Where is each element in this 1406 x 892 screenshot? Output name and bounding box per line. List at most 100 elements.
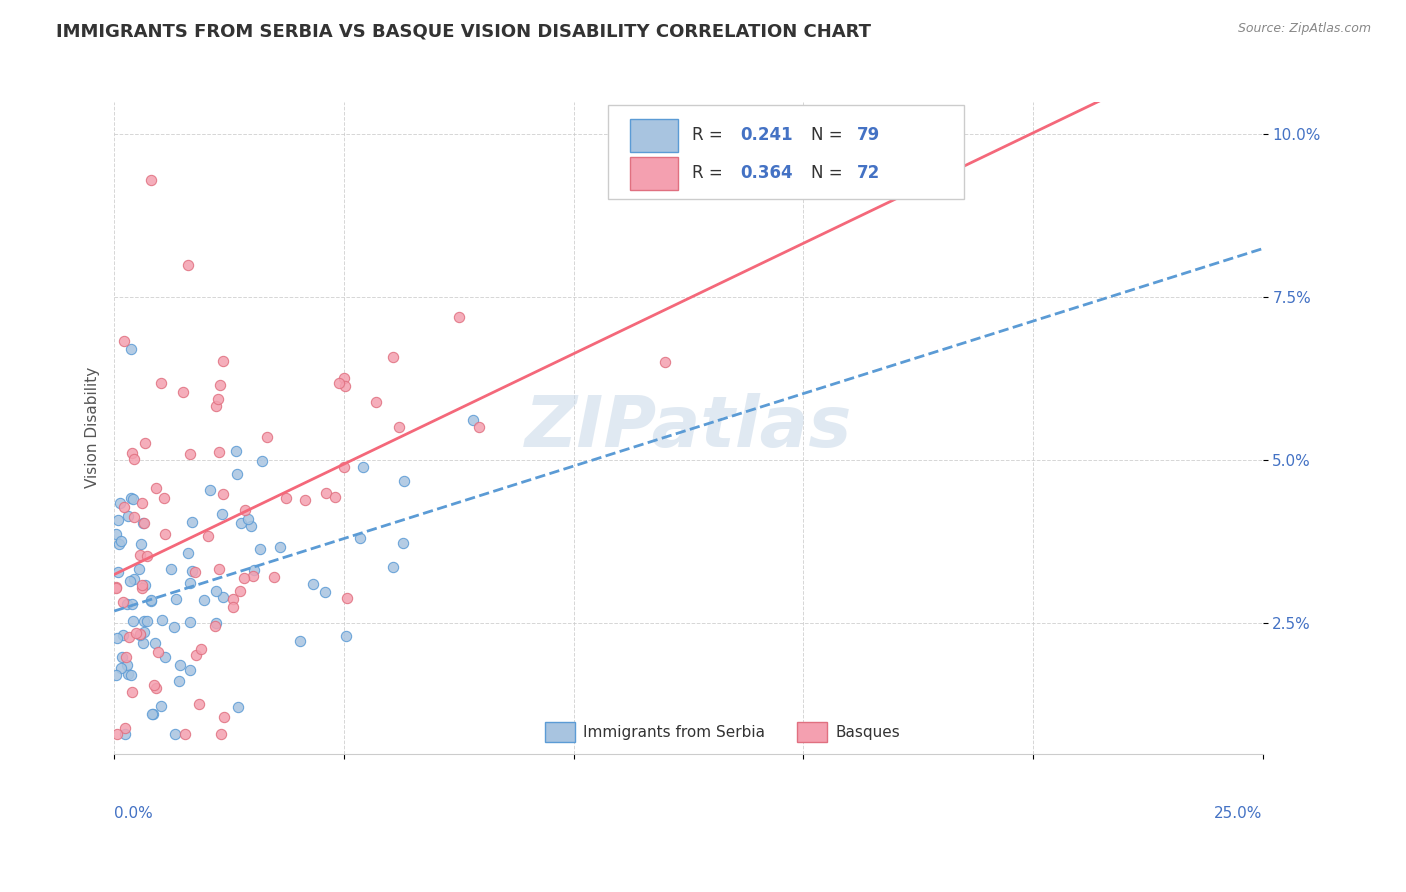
Text: 0.0%: 0.0% bbox=[114, 805, 153, 821]
Point bbox=[122, 572, 145, 586]
Text: ZIPatlas: ZIPatlas bbox=[524, 393, 852, 462]
Point bbox=[222, 600, 245, 615]
Point bbox=[188, 698, 211, 712]
Point bbox=[229, 583, 252, 598]
Point bbox=[118, 630, 141, 644]
Point bbox=[118, 574, 141, 589]
Point bbox=[141, 706, 163, 721]
Point bbox=[112, 334, 135, 348]
Point bbox=[131, 516, 153, 530]
Text: Immigrants from Serbia: Immigrants from Serbia bbox=[582, 724, 765, 739]
Point bbox=[129, 627, 152, 641]
Point bbox=[263, 570, 285, 584]
Point bbox=[208, 445, 231, 459]
Point bbox=[114, 721, 136, 735]
Point bbox=[183, 565, 205, 579]
FancyBboxPatch shape bbox=[630, 120, 678, 152]
Point bbox=[294, 492, 316, 507]
Text: Source: ZipAtlas.com: Source: ZipAtlas.com bbox=[1237, 22, 1371, 36]
Point bbox=[149, 698, 172, 713]
Point bbox=[112, 500, 135, 514]
Point bbox=[256, 430, 278, 444]
Text: R =: R = bbox=[692, 127, 728, 145]
Point bbox=[121, 491, 143, 506]
Point bbox=[150, 613, 173, 627]
Point bbox=[139, 173, 162, 187]
Y-axis label: Vision Disability: Vision Disability bbox=[86, 367, 100, 488]
Point bbox=[269, 541, 291, 555]
Point bbox=[349, 531, 371, 545]
Point bbox=[242, 569, 264, 583]
Point bbox=[107, 513, 129, 527]
Point bbox=[335, 629, 357, 643]
Point bbox=[121, 685, 143, 699]
Point bbox=[232, 572, 254, 586]
Point bbox=[159, 562, 181, 576]
Point bbox=[225, 443, 247, 458]
Point bbox=[190, 641, 212, 656]
Point bbox=[335, 379, 357, 393]
Point bbox=[121, 446, 143, 460]
Point bbox=[176, 258, 198, 272]
Point bbox=[392, 536, 415, 550]
Point bbox=[167, 673, 190, 688]
Point bbox=[122, 509, 145, 524]
Point bbox=[461, 413, 484, 427]
Point bbox=[120, 667, 142, 681]
Point bbox=[207, 392, 229, 406]
Point bbox=[211, 507, 233, 521]
Point bbox=[179, 576, 201, 591]
Point bbox=[209, 727, 232, 741]
Point bbox=[115, 657, 138, 672]
Point bbox=[132, 636, 155, 650]
Point bbox=[381, 560, 404, 574]
Point bbox=[120, 342, 142, 356]
Point bbox=[197, 528, 219, 542]
Text: N =: N = bbox=[811, 164, 848, 182]
Text: IMMIGRANTS FROM SERBIA VS BASQUE VISION DISABILITY CORRELATION CHART: IMMIGRANTS FROM SERBIA VS BASQUE VISION … bbox=[56, 22, 872, 40]
Point bbox=[364, 394, 387, 409]
Point bbox=[323, 490, 346, 504]
Point bbox=[107, 565, 129, 579]
Text: 79: 79 bbox=[858, 127, 880, 145]
Point bbox=[172, 384, 194, 399]
Point bbox=[121, 614, 143, 628]
Point bbox=[131, 578, 153, 592]
Point bbox=[243, 563, 266, 577]
Point bbox=[249, 541, 271, 556]
Point bbox=[301, 577, 323, 591]
Point bbox=[145, 481, 167, 495]
Point bbox=[128, 561, 150, 575]
Point bbox=[134, 516, 156, 531]
Point bbox=[163, 727, 186, 741]
Point bbox=[179, 615, 201, 630]
Point bbox=[149, 376, 172, 390]
Point bbox=[115, 650, 138, 665]
Point bbox=[205, 583, 228, 598]
Point bbox=[184, 648, 207, 663]
Point bbox=[105, 631, 128, 645]
Point bbox=[134, 435, 156, 450]
Text: 72: 72 bbox=[858, 164, 880, 182]
Point bbox=[115, 598, 138, 612]
Point bbox=[238, 512, 260, 526]
Point bbox=[315, 486, 337, 500]
Point bbox=[121, 597, 143, 611]
Point bbox=[250, 454, 273, 468]
Point bbox=[134, 615, 156, 629]
Point bbox=[143, 678, 166, 692]
Point bbox=[204, 615, 226, 630]
Point bbox=[225, 467, 247, 481]
Point bbox=[139, 592, 162, 607]
Point bbox=[134, 578, 156, 592]
Point bbox=[177, 546, 200, 560]
Point bbox=[111, 628, 134, 642]
Point bbox=[333, 459, 356, 474]
Point bbox=[146, 645, 169, 659]
Point bbox=[128, 549, 150, 563]
Point bbox=[105, 668, 128, 682]
FancyBboxPatch shape bbox=[546, 723, 575, 742]
Point bbox=[122, 451, 145, 466]
Point bbox=[136, 549, 159, 563]
Point bbox=[654, 355, 676, 369]
